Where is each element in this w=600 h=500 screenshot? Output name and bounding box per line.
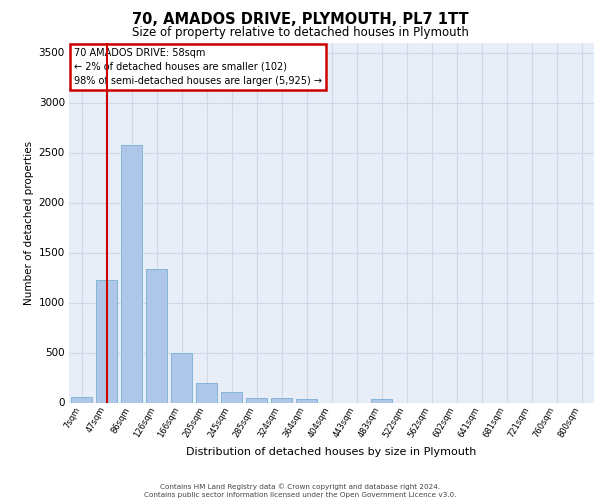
Text: 70, AMADOS DRIVE, PLYMOUTH, PL7 1TT: 70, AMADOS DRIVE, PLYMOUTH, PL7 1TT <box>131 12 469 28</box>
Bar <box>121 144 142 402</box>
Bar <box>71 397 92 402</box>
Bar <box>371 398 392 402</box>
Text: Contains HM Land Registry data © Crown copyright and database right 2024.
Contai: Contains HM Land Registry data © Crown c… <box>144 483 456 498</box>
Bar <box>221 392 242 402</box>
Bar <box>196 383 217 402</box>
Bar <box>146 268 167 402</box>
Bar <box>96 280 117 402</box>
Bar <box>246 398 267 402</box>
Y-axis label: Number of detached properties: Number of detached properties <box>25 140 34 304</box>
Bar <box>296 399 317 402</box>
X-axis label: Distribution of detached houses by size in Plymouth: Distribution of detached houses by size … <box>187 448 476 458</box>
Text: Size of property relative to detached houses in Plymouth: Size of property relative to detached ho… <box>131 26 469 39</box>
Bar <box>271 398 292 402</box>
Text: 70 AMADOS DRIVE: 58sqm
← 2% of detached houses are smaller (102)
98% of semi-det: 70 AMADOS DRIVE: 58sqm ← 2% of detached … <box>74 48 322 86</box>
Bar <box>171 352 192 403</box>
